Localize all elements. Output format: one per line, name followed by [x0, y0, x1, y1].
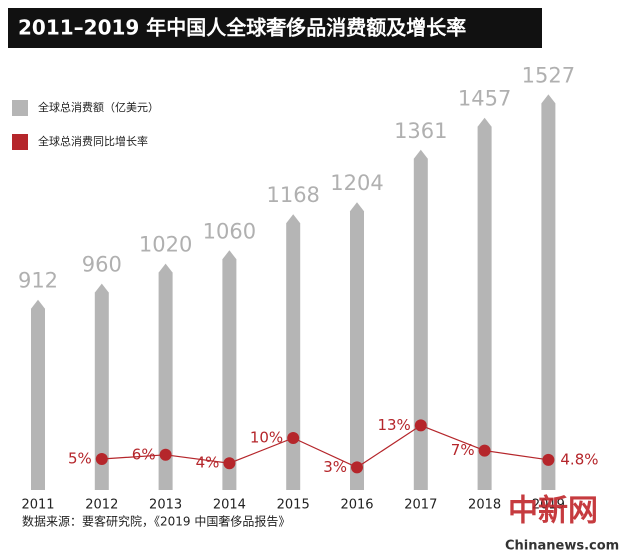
- legend-swatch: [12, 134, 28, 150]
- line-value-label: 5%: [68, 450, 92, 468]
- line-value-label: 13%: [377, 416, 410, 434]
- x-tick-label: 2019: [532, 498, 565, 513]
- bar-value-label: 1527: [522, 63, 575, 87]
- legend-label: 全球总消费额（亿美元）: [38, 100, 159, 114]
- line-value-label: 6%: [132, 445, 156, 463]
- x-tick-label: 2017: [404, 498, 437, 513]
- bar-value-label: 1457: [458, 87, 511, 111]
- legend-swatch: [12, 100, 28, 116]
- x-tick-label: 2013: [149, 498, 182, 513]
- bar: [158, 263, 173, 490]
- x-tick-label: 2015: [277, 498, 310, 513]
- bar: [222, 250, 237, 490]
- line-point: [478, 444, 491, 457]
- line: [101, 424, 549, 469]
- line-value-label: 4.8%: [560, 450, 598, 468]
- bar-value-label: 1060: [203, 219, 256, 243]
- x-tick-label: 2012: [85, 498, 118, 513]
- line-point: [159, 448, 172, 461]
- bar: [286, 214, 301, 490]
- bar: [477, 117, 492, 491]
- bar-value-label: 912: [18, 269, 58, 293]
- x-tick-label: 2011: [21, 498, 54, 513]
- line-value-label: 3%: [323, 458, 347, 476]
- line-value-label: 4%: [196, 454, 220, 472]
- source-note: 数据来源：要客研究院，《2019 中国奢侈品报告》: [22, 514, 290, 529]
- bar: [94, 283, 109, 490]
- line-point: [95, 453, 108, 465]
- line-value-label: 7%: [451, 441, 475, 459]
- bar: [541, 94, 556, 491]
- title-background: [8, 8, 542, 48]
- legend-label: 全球总消费同比增长率: [38, 134, 148, 148]
- x-tick-label: 2018: [468, 498, 501, 513]
- bar-value-label: 960: [82, 253, 122, 277]
- line-value-label: 10%: [250, 429, 283, 447]
- bar: [413, 149, 428, 490]
- bar-value-label: 1361: [394, 119, 447, 143]
- line-point: [414, 419, 427, 432]
- watermark: 中新网: [508, 494, 598, 529]
- bar: [31, 299, 45, 490]
- bar-value-label: 1168: [266, 183, 319, 207]
- x-tick-label: 2014: [213, 498, 246, 513]
- bar-value-label: 1204: [330, 171, 383, 195]
- x-tick-label: 2016: [340, 498, 373, 513]
- watermark-site: Chinanews.com: [505, 539, 619, 554]
- bar: [350, 202, 364, 491]
- line-point: [287, 432, 300, 444]
- bar-value-label: 1020: [139, 233, 192, 257]
- line-point: [542, 453, 555, 466]
- chart-title: 2011–2019 年中国人全球奢侈品消费额及增长率: [18, 16, 466, 40]
- line-point: [223, 457, 236, 470]
- line-point: [351, 461, 363, 474]
